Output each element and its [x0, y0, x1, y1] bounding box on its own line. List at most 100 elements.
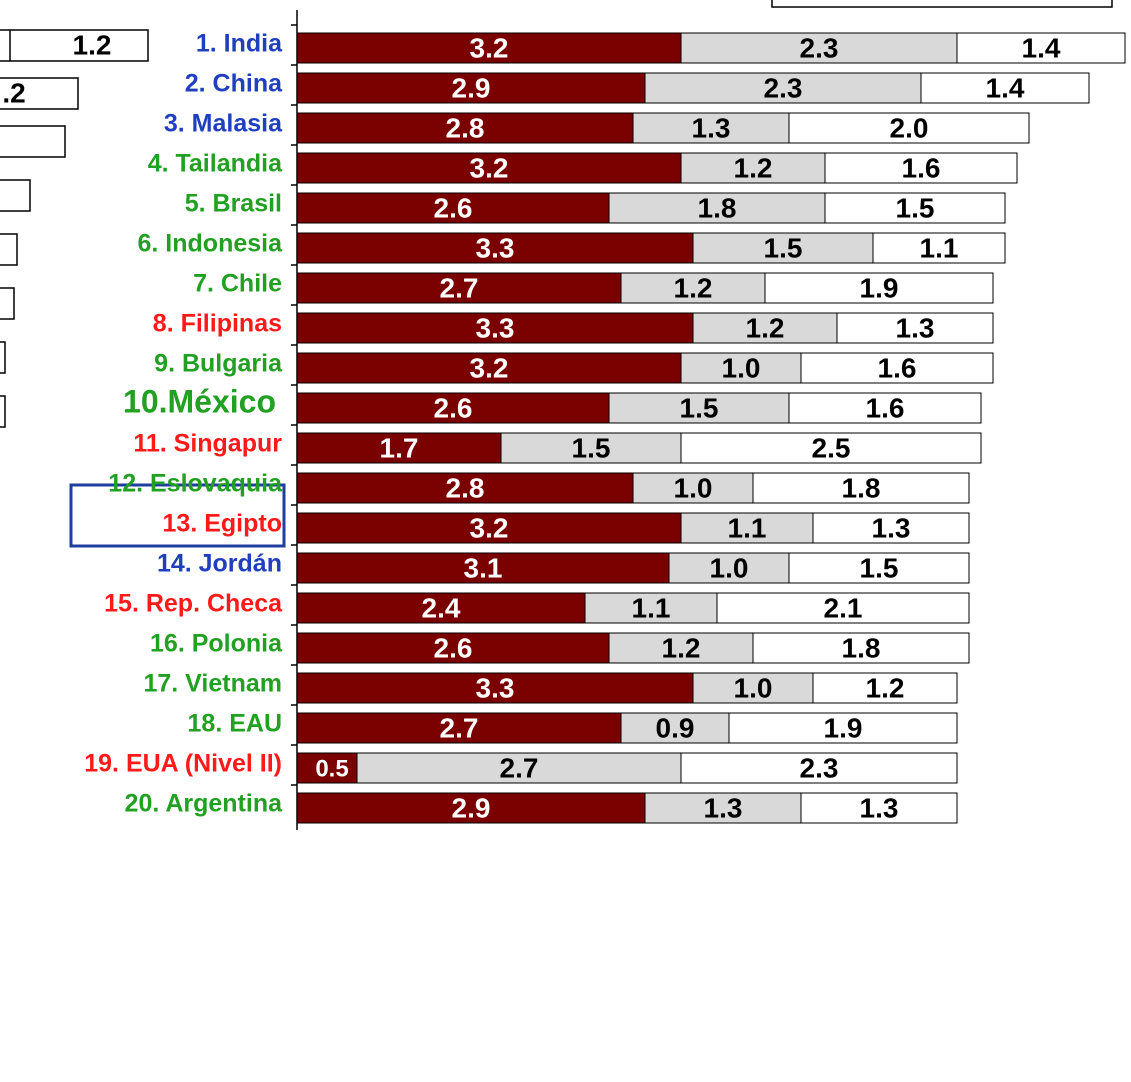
bar-segment [632, 472, 754, 504]
value-label: 3.2 [470, 152, 509, 183]
bar-segment [752, 472, 970, 504]
bar-segment [800, 352, 994, 384]
value-label: 1.0 [734, 672, 773, 703]
value-label: 2.7 [440, 272, 479, 303]
value-label: 3.3 [476, 312, 515, 343]
bar-segment [680, 32, 958, 64]
bar-segment [296, 552, 670, 584]
bar-segment [296, 32, 682, 64]
category-label: 11. Singapur [133, 430, 282, 458]
value-label: 3.3 [476, 232, 515, 263]
value-label: 3.2 [470, 32, 509, 63]
value-label: 1.4 [1022, 32, 1061, 63]
value-label: 1.2 [674, 272, 713, 303]
value-label: 1.8 [698, 192, 737, 223]
bar-segment [836, 312, 994, 344]
value-label: 1.1 [920, 232, 959, 263]
bar-segment [788, 552, 970, 584]
bar-segment [716, 592, 970, 624]
value-label: 1.2 [734, 152, 773, 183]
value-label: 2.9 [452, 72, 491, 103]
value-label: 1.0 [674, 472, 713, 503]
value-label: 1.5 [680, 392, 719, 423]
category-label: 18. EAU [188, 710, 282, 738]
value-label: 1.3 [896, 312, 935, 343]
category-label: 16. Polonia [150, 630, 283, 658]
bar-segment [620, 272, 766, 304]
highlight-box [69, 483, 286, 548]
bar-segment [296, 432, 502, 464]
category-label: 10.México [123, 383, 276, 419]
value-label: 1.2 [866, 672, 905, 703]
value-label: 2.6 [434, 192, 473, 223]
bar-segment [644, 72, 922, 104]
bar-segment [692, 672, 814, 704]
value-label: 1.5 [572, 432, 611, 463]
category-label: 20. Argentina [125, 790, 284, 818]
value-label: 1.7 [380, 432, 419, 463]
bar-segment [608, 392, 790, 424]
bar-segment [296, 792, 646, 824]
bar-segment [644, 792, 802, 824]
cropped-neighbour [0, 0, 1113, 428]
category-label: 9. Bulgaria [154, 350, 283, 378]
value-label: 1.3 [692, 112, 731, 143]
value-label: 1.3 [860, 792, 899, 823]
value-label: 0.5 [315, 755, 348, 782]
category-label: 8. Filipinas [153, 310, 282, 338]
bar-segment [728, 712, 958, 744]
bar-segment [764, 272, 994, 304]
bar-segment [872, 232, 1006, 264]
category-label: 4. Tailandia [148, 150, 283, 178]
category-label: 1. India [196, 30, 283, 58]
category-label: 2. China [185, 70, 283, 98]
value-label: 2.7 [440, 712, 479, 743]
value-label: 1.1 [632, 592, 671, 623]
bar-segment [356, 752, 682, 784]
value-label: 1.0 [722, 352, 761, 383]
value-label: 2.1 [824, 592, 863, 623]
bar-segment [296, 272, 622, 304]
value-label: 1.3 [704, 792, 743, 823]
bar-segment [296, 232, 694, 264]
bar-segment [680, 432, 982, 464]
value-label: 0.9 [656, 712, 695, 743]
bar-segment [296, 312, 694, 344]
value-label: 1.5 [860, 552, 899, 583]
bar-segment [296, 392, 610, 424]
bar-segment [296, 712, 622, 744]
bar-segment [296, 672, 694, 704]
value-label: 2.3 [764, 72, 803, 103]
value-label: 1.4 [986, 72, 1025, 103]
bar-segment [296, 112, 634, 144]
value-label: 2.6 [434, 632, 473, 663]
bar-segment [584, 592, 718, 624]
value-label: 2.5 [812, 432, 851, 463]
value-label: 3.2 [470, 512, 509, 543]
value-label: 1.3 [872, 512, 911, 543]
bar-segment [296, 152, 682, 184]
value-label: 1.5 [764, 232, 803, 263]
bar-segment [608, 192, 826, 224]
category-label: 5. Brasil [185, 190, 282, 218]
category-label: 19. EUA (Nivel II) [84, 750, 282, 778]
value-label: 2.9 [452, 792, 491, 823]
category-label: 13. Egipto [163, 510, 282, 538]
bar-segment [296, 192, 610, 224]
bar-segment [824, 192, 1006, 224]
bar-segment [296, 512, 682, 544]
bar-segment [692, 312, 838, 344]
value-label: 2.3 [800, 752, 839, 783]
bar-segment [692, 232, 874, 264]
bar-segment [752, 632, 970, 664]
value-label: 3.1 [464, 552, 503, 583]
bar-segment [296, 752, 358, 784]
bar-segment [296, 472, 634, 504]
bar-segment [800, 792, 958, 824]
value-label: 1.0 [710, 552, 749, 583]
value-label: 1.9 [824, 712, 863, 743]
bar-segment [812, 672, 958, 704]
bar-segment [956, 32, 1126, 64]
value-label: 1.6 [866, 392, 905, 423]
